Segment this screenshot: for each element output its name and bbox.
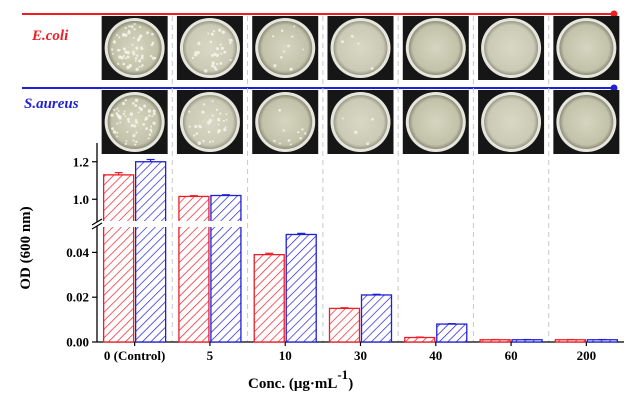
plate-photo-ecoli — [478, 16, 545, 80]
y-tick-label: 0.04 — [66, 245, 89, 260]
bar-ecoli — [479, 338, 511, 343]
bars — [102, 158, 619, 343]
plate-photo-ecoli — [327, 16, 394, 80]
plate-photo-ecoli — [553, 16, 620, 80]
bar-saureus — [586, 338, 619, 343]
bar-saureus — [209, 194, 242, 343]
x-tick-label: 30 — [354, 348, 367, 363]
plate-photo-saureus — [478, 90, 545, 154]
x-tick-label: 200 — [577, 348, 597, 363]
bar-saureus — [134, 158, 167, 343]
bar-ecoli — [404, 336, 436, 343]
y-tick-label: 1.2 — [73, 154, 89, 169]
plate-photo-saureus — [252, 90, 319, 154]
bar-ecoli — [554, 338, 587, 343]
plate-photo-ecoli — [252, 16, 319, 80]
x-axis-label-sup: -1 — [337, 367, 348, 382]
plate-photos — [101, 16, 620, 154]
bar-ecoli — [328, 307, 361, 343]
saureus-header-dot-icon — [610, 84, 618, 92]
bar-ecoli — [102, 172, 135, 343]
x-tick-label: 0 (Control) — [104, 348, 166, 363]
ecoli-label: E.coli — [31, 28, 69, 44]
axis-break-mark — [91, 218, 103, 226]
x-tick-label: 60 — [505, 348, 518, 363]
bar-saureus — [360, 293, 393, 343]
x-tick-label: 40 — [429, 348, 442, 363]
axes: 0.00 0.02 0.04 1.0 1.2 0 (Control) 5 10 30 40 60 20… — [66, 143, 624, 363]
bar-saureus — [285, 232, 317, 343]
x-tick-label: 5 — [207, 348, 214, 363]
ecoli-header-dot-icon — [610, 10, 618, 18]
plate-photo-saureus — [402, 90, 469, 154]
y-tick-label: 0.02 — [66, 290, 89, 305]
y-tick-label: 1.0 — [73, 192, 89, 207]
ecoli-header: E.coli — [22, 10, 618, 44]
plate-photo-saureus — [101, 90, 168, 154]
category-separators — [171, 16, 550, 342]
plate-photo-saureus — [327, 90, 394, 154]
saureus-label: S.aureus — [24, 96, 79, 112]
bar-ecoli — [253, 252, 285, 343]
plate-photo-ecoli — [402, 16, 469, 80]
y-axis-label: OD (600 nm) — [18, 206, 34, 289]
saureus-header: S.aureus — [22, 84, 618, 112]
plate-photo-saureus — [553, 90, 620, 154]
bar-saureus — [511, 338, 543, 343]
bar-saureus — [436, 323, 468, 343]
x-axis-label: Conc. (μg·mL-1) — [248, 367, 353, 392]
x-axis-label-close: ) — [348, 376, 353, 392]
y-tick-label: 0.00 — [66, 335, 89, 350]
plate-photo-saureus — [176, 90, 243, 154]
x-axis-label-main: Conc. (μg·mL — [248, 376, 337, 392]
plate-photo-ecoli — [101, 16, 168, 80]
plate-photo-ecoli — [176, 16, 243, 80]
x-tick-label: 10 — [279, 348, 292, 363]
bar-ecoli — [177, 195, 210, 343]
axis-break-mark — [91, 222, 103, 230]
